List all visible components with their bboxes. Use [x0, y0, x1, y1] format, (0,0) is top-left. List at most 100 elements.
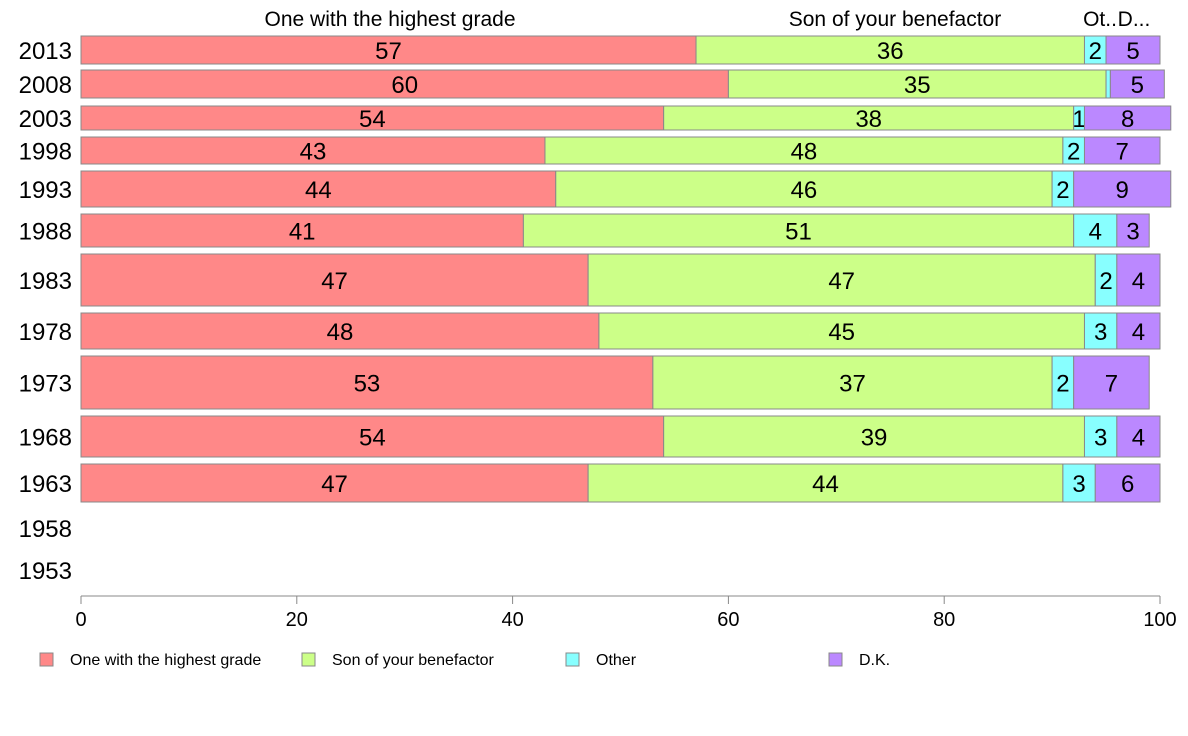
data-label: 41 — [289, 219, 316, 246]
data-label: 3 — [1126, 219, 1139, 246]
data-label: 6 — [1121, 471, 1134, 498]
data-label: 9 — [1116, 177, 1129, 204]
year-label: 1953 — [19, 558, 72, 585]
year-axis-labels: 2013 2008 2003 1998 1993 1988 1983 1978 1973 1968… — [19, 38, 72, 585]
bar-segment — [1062, 463, 1096, 503]
data-label: 46 — [791, 177, 818, 204]
bar-segment — [1116, 415, 1161, 458]
bar-segment — [1073, 355, 1150, 410]
year-label: 1993 — [19, 177, 72, 204]
legend-swatch — [828, 652, 843, 667]
column-headers: One with the highest grade Son of your be… — [265, 8, 1151, 31]
data-label: 7 — [1105, 371, 1118, 398]
bar-segment — [663, 415, 1085, 458]
data-label: 2 — [1056, 177, 1069, 204]
bar-segment — [695, 35, 1085, 65]
data-label: 54 — [359, 106, 386, 133]
bar-segment — [1083, 105, 1172, 131]
data-label: 4 — [1132, 268, 1145, 295]
data-label: 57 — [375, 38, 402, 65]
bar-segment — [1105, 35, 1161, 65]
bar-segment — [1083, 136, 1161, 165]
legend-label: Son of your benefactor — [332, 652, 495, 669]
data-label: 2 — [1056, 371, 1069, 398]
legend-label: D.K. — [859, 652, 890, 669]
legend-label: One with the highest grade — [70, 652, 261, 669]
bar-segment — [80, 35, 697, 65]
legend: One with the highest grade Son of your be… — [39, 652, 890, 669]
data-label: 4 — [1089, 219, 1102, 246]
bar-segment — [587, 253, 1096, 307]
bar-segment — [1105, 69, 1111, 99]
bar-segment — [555, 170, 1053, 208]
data-label: 37 — [839, 371, 866, 398]
data-label: 2 — [1067, 139, 1080, 166]
bar-segment — [663, 105, 1075, 131]
data-label: 53 — [354, 371, 381, 398]
bar-segment — [80, 253, 589, 307]
data-label: 4 — [1132, 425, 1145, 452]
data-label: 8 — [1121, 106, 1134, 133]
bar-segment — [80, 136, 546, 165]
x-tick-label: 40 — [501, 609, 523, 631]
bar-segment — [80, 170, 557, 208]
data-label: 48 — [791, 139, 818, 166]
data-label: 2 — [1099, 268, 1112, 295]
year-label: 2013 — [19, 38, 72, 65]
data-label: 7 — [1116, 139, 1129, 166]
data-label: 47 — [828, 268, 855, 295]
data-label: 35 — [904, 72, 931, 99]
data-label: 39 — [861, 425, 888, 452]
x-axis: 0 20 40 60 80 100 — [75, 595, 1177, 631]
bar-segment — [598, 312, 1085, 350]
year-label: 2003 — [19, 106, 72, 133]
year-label: 1973 — [19, 371, 72, 398]
data-label: 47 — [321, 471, 348, 498]
data-label: 44 — [812, 471, 839, 498]
data-label: 47 — [321, 268, 348, 295]
data-label: 43 — [300, 139, 327, 166]
data-label: 2 — [1089, 38, 1102, 65]
x-tick-label: 0 — [75, 609, 86, 631]
data-label: 36 — [877, 38, 904, 65]
x-tick-label: 60 — [717, 609, 739, 631]
year-label: 2008 — [19, 72, 72, 99]
data-label: 44 — [305, 177, 332, 204]
year-label: 1963 — [19, 471, 72, 498]
data-label: 51 — [785, 219, 812, 246]
bar-segment — [80, 355, 654, 410]
bar-segment — [727, 69, 1107, 99]
data-label: 60 — [391, 72, 418, 99]
year-label: 1983 — [19, 268, 72, 295]
x-tick-label: 100 — [1143, 609, 1176, 631]
x-tick-label: 20 — [286, 609, 308, 631]
bar-segment — [1094, 463, 1161, 503]
bar-segment — [80, 69, 729, 99]
data-label: 1 — [1072, 106, 1085, 133]
x-tick-label: 80 — [933, 609, 955, 631]
year-label: 1998 — [19, 139, 72, 166]
year-label: 1958 — [19, 516, 72, 543]
data-label: 54 — [359, 425, 386, 452]
column-header: Son of your benefactor — [789, 8, 1001, 31]
column-header: Ot.. — [1083, 8, 1117, 31]
column-header: D... — [1118, 8, 1151, 31]
data-label: 38 — [855, 106, 882, 133]
bar-segment — [80, 312, 600, 350]
bar-segment — [1116, 312, 1161, 350]
bar-segment — [587, 463, 1064, 503]
year-label: 1968 — [19, 425, 72, 452]
bars: 57 36 2 560 35 554 38 1 843 48 2 744 46 2 941 51 4 347 47 2… — [80, 35, 1172, 503]
bar-segment — [544, 136, 1064, 165]
legend-label: Other — [596, 652, 637, 669]
bar-segment — [1116, 253, 1161, 307]
bar-segment — [80, 415, 665, 458]
data-label: 3 — [1072, 471, 1085, 498]
bar-segment — [80, 213, 524, 248]
bar-segment — [652, 355, 1053, 410]
bar-segment — [1073, 170, 1172, 208]
year-label: 1988 — [19, 219, 72, 246]
data-label: 48 — [327, 319, 354, 346]
data-label: 4 — [1132, 319, 1145, 346]
bar-segment — [1073, 213, 1118, 248]
